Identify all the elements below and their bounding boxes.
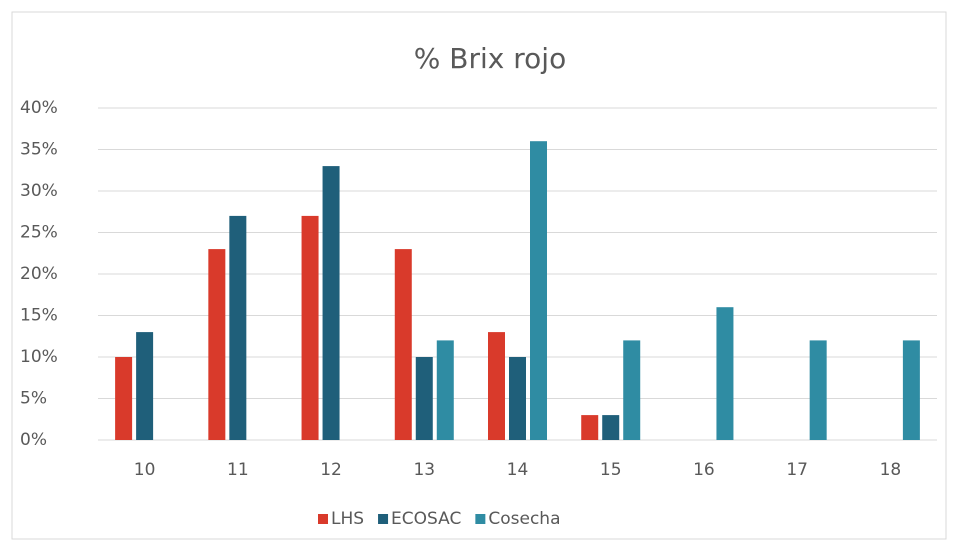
bar <box>115 357 133 440</box>
x-tick-label: 15 <box>600 460 622 480</box>
x-tick-label: 11 <box>227 460 249 480</box>
bar <box>623 340 641 440</box>
bar <box>716 307 734 440</box>
bar <box>229 215 247 440</box>
chart-border <box>11 11 947 540</box>
legend-label: Cosecha <box>488 509 560 529</box>
y-tick-label: 5% <box>20 389 47 409</box>
bar <box>436 340 454 440</box>
legend-swatch <box>475 514 486 524</box>
x-tick-label: 16 <box>693 460 715 480</box>
x-tick-label: 18 <box>880 460 902 480</box>
bar <box>301 215 319 440</box>
bar <box>530 141 547 440</box>
bar <box>136 332 154 440</box>
y-tick-label: 15% <box>20 306 58 326</box>
bar <box>322 166 340 440</box>
legend-swatch <box>378 514 389 524</box>
legend-label: LHS <box>331 509 364 529</box>
x-tick-label: 10 <box>134 460 156 480</box>
bar <box>809 340 827 440</box>
bar <box>394 249 412 440</box>
y-tick-label: 20% <box>20 264 58 284</box>
y-tick-label: 25% <box>20 223 58 243</box>
bar <box>602 415 620 440</box>
chart-title: % Brix rojo <box>414 42 566 75</box>
y-tick-label: 0% <box>20 430 47 450</box>
bar <box>509 357 526 440</box>
bar <box>581 415 599 440</box>
bar <box>208 249 226 440</box>
y-tick-label: 30% <box>20 181 58 201</box>
y-tick-label: 40% <box>20 98 58 118</box>
x-tick-label: 14 <box>507 460 529 480</box>
bar <box>488 332 505 440</box>
y-tick-label: 10% <box>20 347 58 367</box>
x-tick-label: 17 <box>786 460 808 480</box>
legend-label: ECOSAC <box>391 509 461 529</box>
legend-swatch <box>318 514 328 524</box>
y-tick-label: 35% <box>20 140 58 160</box>
bar <box>902 340 920 440</box>
x-tick-label: 13 <box>413 460 435 480</box>
x-tick-label: 12 <box>320 460 342 480</box>
bar <box>415 357 433 440</box>
